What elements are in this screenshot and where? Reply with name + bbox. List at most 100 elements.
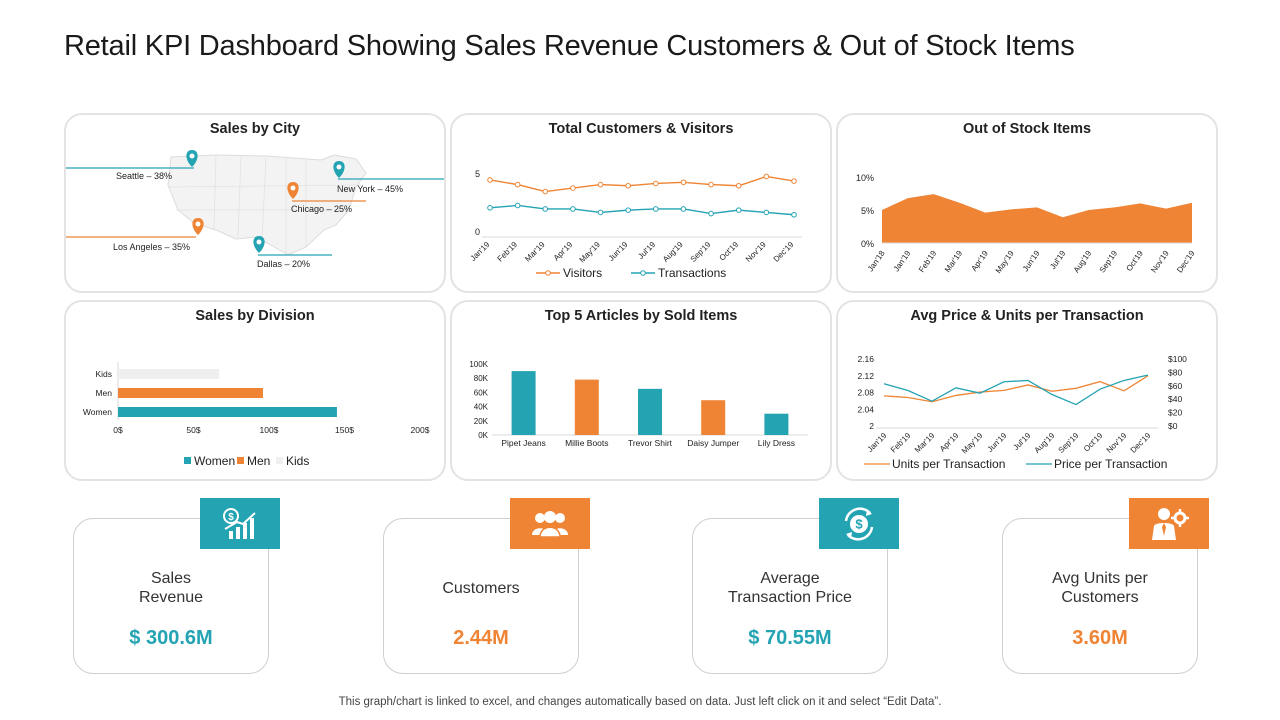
x-tick-label: Jan'19 bbox=[866, 431, 889, 454]
city-callouts bbox=[66, 167, 444, 256]
y-tick-label: 0% bbox=[861, 239, 874, 249]
city-label-seattle: Seattle – 38% bbox=[116, 171, 172, 181]
people-icon bbox=[532, 510, 568, 538]
out-of-stock-panel[interactable]: Out of Stock Items 0% 5% 10% Jan'18 Jan'19 Fe… bbox=[836, 113, 1218, 293]
legend-swatch bbox=[237, 457, 244, 464]
legend-swatch bbox=[276, 457, 283, 464]
location-pin-icon bbox=[333, 161, 345, 178]
data-point bbox=[708, 181, 714, 188]
area-series bbox=[882, 194, 1192, 243]
y-tick-label-right: $80 bbox=[1168, 367, 1182, 377]
panel-title: Out of Stock Items bbox=[962, 121, 1092, 137]
location-pin-icon bbox=[253, 236, 265, 253]
bar bbox=[118, 388, 263, 398]
location-pin-icon bbox=[186, 150, 198, 167]
series-line bbox=[489, 175, 795, 193]
y-tick-label-right: $60 bbox=[1168, 381, 1182, 391]
x-tick-label: Jan'19 bbox=[469, 240, 492, 263]
y-tick-label: Kids bbox=[95, 369, 112, 379]
x-tick-label: Jan'18 bbox=[866, 249, 887, 274]
bar bbox=[764, 413, 789, 435]
x-tick-label: Sep'19 bbox=[1098, 249, 1120, 275]
y-tick-label: 40K bbox=[474, 403, 489, 412]
kpi-icon-box bbox=[1129, 498, 1209, 549]
data-point bbox=[570, 206, 576, 212]
data-point bbox=[597, 181, 604, 188]
x-tick-label: Aug'19 bbox=[1072, 249, 1094, 275]
legend-marker bbox=[545, 270, 551, 276]
x-tick-label: Daisy Jumper bbox=[687, 438, 739, 448]
series-line bbox=[883, 374, 1149, 406]
price-units-line-chart: 2 2.04 2.08 2.12 2.16 $0 $20 $40 $60 $80 $100 Jan'1… bbox=[857, 354, 1187, 471]
x-tick-label: Trevor Shirt bbox=[628, 438, 673, 448]
x-tick-label: Aug'19 bbox=[661, 240, 685, 264]
data-point bbox=[680, 206, 687, 212]
y-tick-label-left: 2.08 bbox=[857, 388, 874, 398]
kpi-value: $ 70.55M bbox=[748, 627, 832, 649]
city-label-new-york: New York – 45% bbox=[337, 184, 403, 194]
data-point bbox=[625, 207, 631, 213]
y-tick-label-right: $100 bbox=[1168, 354, 1187, 364]
x-tick-label: Sep'19 bbox=[689, 240, 713, 264]
x-tick-label: Jun'19 bbox=[986, 431, 1009, 454]
panel-title: Total Customers & Visitors bbox=[548, 121, 734, 137]
top-articles-panel[interactable]: Top 5 Articles by Sold Items 0K 20K 40K 60K… bbox=[450, 300, 832, 481]
bar bbox=[638, 388, 662, 435]
page-title: Retail KPI Dashboard Showing Sales Reven… bbox=[64, 30, 1075, 62]
sales-by-city-panel[interactable]: Sales by City Seattle – 38% New York – 4… bbox=[64, 113, 446, 293]
data-point bbox=[487, 177, 493, 183]
legend-label: Kids bbox=[286, 454, 309, 468]
data-point bbox=[653, 206, 659, 212]
kpi-label: Customers bbox=[442, 580, 520, 597]
x-tick-label: May'19 bbox=[578, 240, 603, 265]
y-tick-label-left: 2.16 bbox=[857, 354, 874, 364]
y-tick-label: 100K bbox=[469, 360, 488, 369]
legend-marker bbox=[640, 270, 646, 276]
y-tick-label: 60K bbox=[474, 388, 489, 397]
city-label-chicago: Chicago – 25% bbox=[291, 204, 352, 214]
panel-title: Top 5 Articles by Sold Items bbox=[544, 308, 738, 324]
x-tick-label: Apr'19 bbox=[969, 249, 990, 273]
data-point bbox=[763, 173, 770, 180]
sales-by-division-panel[interactable]: Sales by Division Kids Men Women 0$ 50$ 100$ 1… bbox=[64, 300, 446, 481]
y-tick-label: 20K bbox=[474, 417, 489, 426]
x-tick-label: Nov'19 bbox=[1149, 249, 1171, 275]
kpi-label: Avg Units per Customers bbox=[1052, 570, 1148, 606]
series-line bbox=[883, 375, 1149, 403]
avg-price-units-panel[interactable]: Avg Price & Units per Transaction 2 2.04 2… bbox=[836, 300, 1218, 481]
data-point bbox=[791, 178, 797, 184]
x-tick-label: Oct'19 bbox=[1124, 249, 1145, 273]
x-tick-label: 150$ bbox=[335, 425, 354, 435]
panel-title: Avg Price & Units per Transaction bbox=[910, 308, 1144, 324]
data-point bbox=[735, 182, 742, 189]
x-tick-label: Jun'19 bbox=[1021, 249, 1042, 274]
data-point bbox=[514, 202, 521, 209]
y-tick-label-right: $20 bbox=[1168, 408, 1182, 418]
customers-visitors-panel[interactable]: Total Customers & Visitors 0 5 Jan'19 Feb'1… bbox=[450, 113, 832, 293]
data-point bbox=[791, 211, 797, 218]
panel-title: Sales by Division bbox=[195, 308, 315, 324]
data-point bbox=[625, 182, 631, 189]
legend-swatch bbox=[184, 457, 191, 464]
y-tick-label-left: 2.04 bbox=[857, 404, 874, 414]
y-tick-label: Men bbox=[95, 388, 112, 398]
x-tick-label: Oct'19 bbox=[718, 240, 741, 263]
location-pin-icon bbox=[192, 218, 204, 235]
businessman-gear-icon bbox=[1152, 507, 1189, 540]
bar bbox=[701, 400, 726, 435]
articles-bar-chart: 0K 20K 40K 60K 80K 100K Pipet Jeans Millie Boot… bbox=[469, 360, 808, 448]
kpi-icon-box: $ bbox=[200, 498, 280, 549]
bar bbox=[511, 371, 536, 435]
x-tick-label: Pipet Jeans bbox=[501, 438, 545, 448]
x-tick-label: Apr'19 bbox=[552, 240, 575, 263]
kpi-value: 2.44M bbox=[453, 627, 509, 649]
dollar-cycle-icon: $ bbox=[844, 506, 874, 541]
stock-area-chart: 0% 5% 10% Jan'18 Jan'19 Feb'19 Mar'19 Apr'19 May… bbox=[856, 173, 1197, 275]
x-tick-label: Nov'19 bbox=[744, 240, 768, 264]
legend-label: Men bbox=[247, 454, 270, 468]
y-tick-label: 10% bbox=[856, 173, 874, 183]
x-tick-label: Feb'19 bbox=[889, 431, 913, 455]
city-label-los-angeles: Los Angeles – 35% bbox=[113, 242, 190, 252]
y-tick-label-right: $40 bbox=[1168, 394, 1182, 404]
